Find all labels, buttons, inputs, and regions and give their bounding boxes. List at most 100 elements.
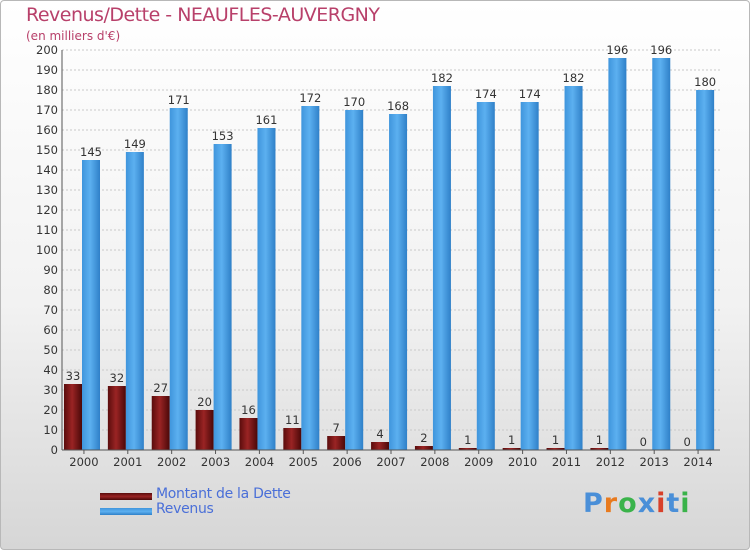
bar-revenus-2007 [389, 114, 408, 450]
bar-revenus-2003 [213, 144, 232, 450]
logo-letter: i [680, 488, 691, 519]
data-label-revenus: 196 [650, 43, 672, 57]
proxiti-logo: Proxiti [583, 488, 691, 519]
data-label-revenus: 196 [606, 43, 628, 57]
data-label-revenus: 170 [343, 95, 365, 109]
y-tick-label: 80 [43, 283, 58, 297]
bar-revenus-2000 [82, 160, 100, 450]
x-tick-label: 2002 [157, 455, 186, 469]
data-label-revenus: 145 [80, 145, 102, 159]
axes [61, 50, 720, 451]
chart-title: Revenus/Dette - NEAUFLES-AUVERGNY [26, 4, 380, 26]
data-label-debt: 32 [110, 371, 125, 385]
y-tick-label: 190 [36, 63, 58, 77]
y-tick-label: 200 [36, 43, 58, 57]
data-label-debt: 1 [464, 433, 471, 447]
x-tick-label: 2007 [376, 455, 405, 469]
bar-debt-2003 [195, 410, 214, 450]
y-tick-label: 90 [43, 263, 58, 277]
data-labels: 3314532149271712015316161111727170416821… [66, 43, 716, 449]
logo-letter: t [666, 488, 681, 519]
x-tick-label: 2005 [289, 455, 318, 469]
bar-debt-2002 [151, 396, 170, 450]
bar-revenus-2002 [169, 108, 188, 450]
y-tick-label: 160 [36, 123, 58, 137]
x-tick-label: 2013 [640, 455, 669, 469]
y-tick-label: 40 [43, 363, 58, 377]
data-label-revenus: 171 [168, 93, 190, 107]
data-label-revenus: 174 [475, 87, 497, 101]
bar-revenus-2001 [125, 152, 144, 450]
bar-debt-2004 [239, 418, 258, 450]
data-label-debt: 0 [640, 435, 647, 449]
bar-debt-2005 [283, 428, 302, 450]
data-label-debt: 33 [66, 369, 81, 383]
data-label-debt: 27 [153, 381, 168, 395]
bar-debt-2011 [546, 448, 565, 450]
y-tick-label: 50 [43, 343, 58, 357]
bar-debt-2008 [414, 446, 433, 450]
data-label-revenus: 182 [431, 71, 453, 85]
data-label-debt: 20 [197, 395, 212, 409]
data-label-revenus: 168 [387, 99, 409, 113]
x-tick-label: 2008 [420, 455, 449, 469]
y-tick-label: 110 [36, 223, 58, 237]
logo-letter: r [603, 488, 619, 519]
y-tick-label: 130 [36, 183, 58, 197]
bar-debt-2006 [327, 436, 346, 450]
data-label-revenus: 180 [694, 75, 716, 89]
data-label-revenus: 182 [563, 71, 585, 85]
bar-revenus-2004 [257, 128, 276, 450]
data-label-debt: 0 [683, 435, 690, 449]
y-tick-label: 60 [43, 323, 58, 337]
bar-revenus-2014 [696, 90, 715, 450]
bar-debt-2009 [458, 448, 477, 450]
x-tick-label: 2009 [464, 455, 493, 469]
y-tick-label: 30 [43, 383, 58, 397]
bar-debt-2010 [502, 448, 521, 450]
y-tick-label: 0 [51, 443, 58, 457]
data-label-revenus: 153 [212, 129, 234, 143]
data-label-debt: 1 [508, 433, 515, 447]
logo-letter: x [637, 488, 657, 519]
x-tick-label: 2014 [683, 455, 712, 469]
x-tick-label: 2000 [69, 455, 98, 469]
y-axis-ticks: 0 10 20 30 40 50 60 70 80 90 100 110 120 130 140 150 160… [36, 43, 58, 457]
y-tick-label: 120 [36, 203, 58, 217]
data-label-revenus: 149 [124, 137, 146, 151]
logo-letter: P [583, 488, 604, 519]
x-tick-label: 2003 [201, 455, 230, 469]
data-label-revenus: 172 [299, 91, 321, 105]
data-label-debt: 4 [376, 427, 383, 441]
bar-revenus-2009 [476, 102, 495, 450]
y-tick-label: 10 [43, 423, 58, 437]
data-label-debt: 1 [552, 433, 559, 447]
logo-letter: i [656, 488, 667, 519]
bar-debt-2001 [107, 386, 126, 450]
x-tick-label: 2011 [552, 455, 581, 469]
logo-letter: o [618, 488, 638, 519]
bar-revenus-2013 [652, 58, 671, 450]
x-tick-label: 2004 [245, 455, 274, 469]
x-tick-label: 2001 [113, 455, 142, 469]
x-tick-label: 2010 [508, 455, 537, 469]
data-label-debt: 11 [285, 413, 300, 427]
data-label-debt: 16 [241, 403, 256, 417]
data-label-debt: 2 [420, 431, 427, 445]
bar-debt-2007 [371, 442, 390, 450]
chart-subtitle: (en milliers d'€) [26, 29, 121, 43]
legend-label-revenus: Revenus [156, 501, 214, 517]
y-tick-label: 20 [43, 403, 58, 417]
x-tick-label: 2012 [596, 455, 625, 469]
bar-debt-2000 [64, 384, 82, 450]
bars [64, 58, 715, 450]
y-tick-label: 100 [36, 243, 58, 257]
x-axis-ticks: 2000 2001 2002 2003 2004 2005 2006 2007 2008 2009… [69, 450, 713, 469]
y-tick-label: 70 [43, 303, 58, 317]
legend-swatch-debt [100, 493, 152, 500]
bar-revenus-2012 [608, 58, 627, 450]
data-label-revenus: 174 [519, 87, 541, 101]
legend-label-debt: Montant de la Dette [156, 486, 291, 502]
bar-revenus-2008 [432, 86, 451, 450]
